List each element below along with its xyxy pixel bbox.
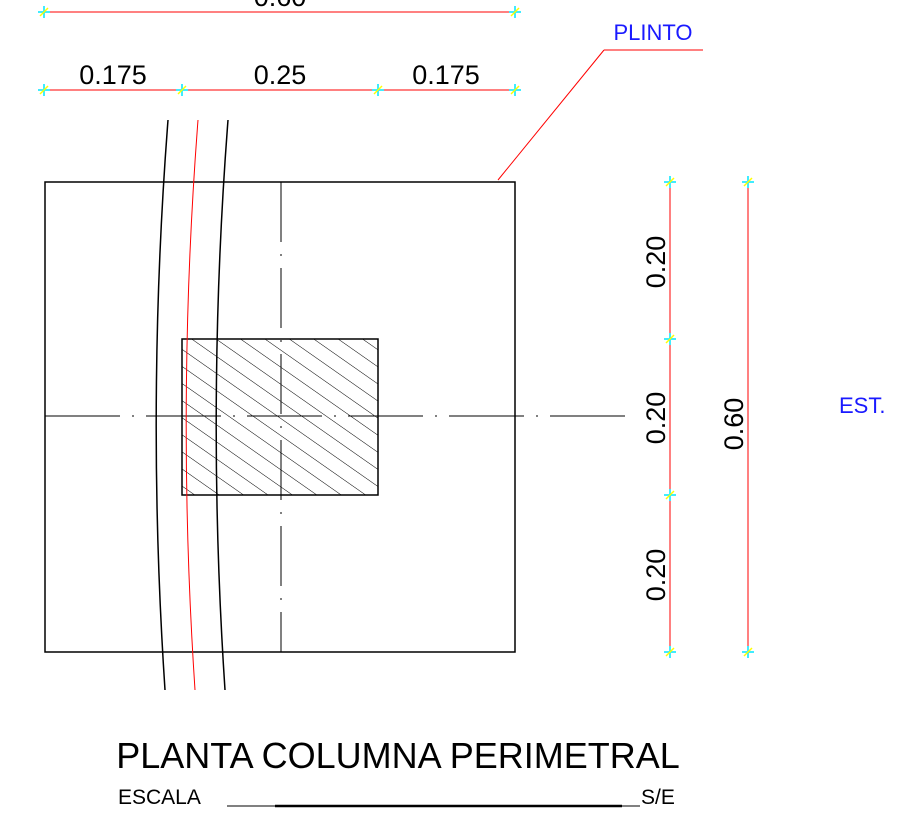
perimeter-curve-inner bbox=[215, 119, 229, 691]
dimension-right-total: 0.60 bbox=[719, 176, 754, 658]
dimension-top-right-label: 0.175 bbox=[412, 60, 480, 90]
tick-mark-icon bbox=[38, 6, 50, 18]
dimension-side-total-label: 0.60 bbox=[719, 398, 749, 451]
drawing-title: PLANTA COLUMNA PERIMETRAL bbox=[116, 735, 679, 776]
column-hatch bbox=[182, 339, 378, 495]
dimension-top-total-label: 0.60 bbox=[254, 0, 307, 12]
scale-label: ESCALA bbox=[118, 786, 201, 809]
column-outline bbox=[181, 338, 379, 496]
perimeter-curve-red bbox=[185, 119, 199, 691]
tick-mark-icon bbox=[742, 176, 754, 188]
tick-mark-icon bbox=[372, 84, 384, 96]
tick-mark-icon bbox=[664, 176, 676, 188]
dimension-side-upper-label: 0.20 bbox=[641, 236, 671, 289]
dimension-top-left-label: 0.175 bbox=[79, 60, 147, 90]
dimension-top-total: 0.60 bbox=[38, 0, 521, 18]
perimeter-curve-outer bbox=[155, 119, 169, 691]
tick-mark-icon bbox=[742, 646, 754, 658]
plinto-leader-line bbox=[497, 49, 605, 181]
est-label: EST. bbox=[839, 393, 885, 418]
dimension-top-segments: 0.175 0.25 0.175 bbox=[38, 60, 521, 96]
tick-mark-icon bbox=[176, 84, 188, 96]
tick-mark-icon bbox=[509, 6, 521, 18]
tick-mark-icon bbox=[664, 489, 676, 501]
tick-mark-icon bbox=[664, 646, 676, 658]
scale-value: S/E bbox=[641, 786, 675, 809]
dimension-side-middle-label: 0.20 bbox=[641, 392, 671, 445]
tick-mark-icon bbox=[509, 84, 521, 96]
plinto-label: PLINTO bbox=[613, 20, 692, 45]
dimension-side-lower-label: 0.20 bbox=[641, 549, 671, 602]
tick-mark-icon bbox=[38, 84, 50, 96]
footing-outline bbox=[44, 181, 516, 653]
dimension-top-center-label: 0.25 bbox=[254, 60, 307, 90]
dimension-right-segments: 0.20 0.20 0.20 bbox=[641, 176, 676, 658]
tick-mark-icon bbox=[664, 333, 676, 345]
